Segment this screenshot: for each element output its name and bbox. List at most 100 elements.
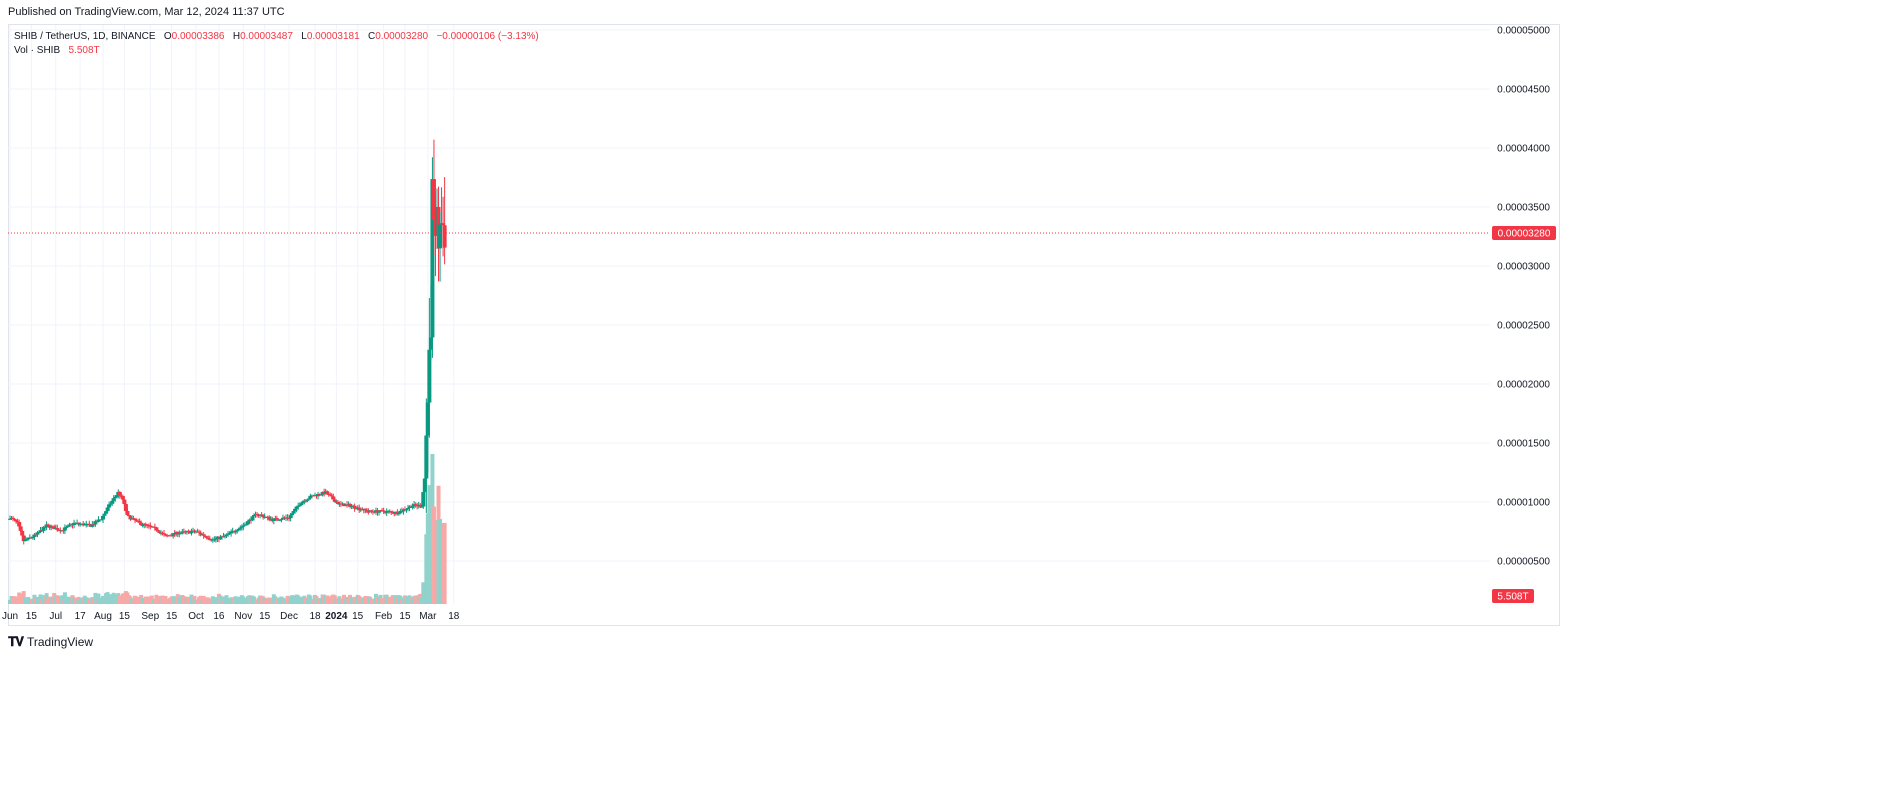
last-price-tag (1492, 225, 1556, 240)
axis-tags: 0.00003280 5.508T (1492, 225, 1556, 603)
candle-body (294, 506, 299, 509)
candle-body (233, 531, 238, 533)
candle-body (46, 524, 51, 526)
candle-body (306, 498, 311, 500)
candle-body (406, 508, 411, 510)
candle-body (419, 506, 424, 508)
candle-body (171, 533, 176, 536)
candle-body (421, 492, 426, 507)
candle-body (410, 505, 415, 508)
candle-body (21, 535, 26, 542)
candle-body (91, 524, 96, 526)
candle-body (101, 515, 106, 520)
x-tick-label: 15 (26, 611, 38, 622)
candle-body (325, 491, 330, 495)
candle-body (425, 402, 430, 436)
last-volume-tag-label: 5.508T (1497, 592, 1528, 603)
candle-body (15, 521, 20, 523)
candle-body (422, 478, 427, 493)
price-axis: 0.00000500 0.00001000 0.00001500 0.00002000… (1497, 26, 1550, 568)
candle-body (99, 519, 104, 521)
candle-body (105, 507, 110, 512)
candle-body (424, 435, 429, 479)
candle-body (428, 337, 433, 350)
volume-value: 5.508T (68, 45, 100, 56)
candle-body (252, 514, 256, 517)
volume-bar (93, 592, 98, 604)
candle-body (32, 534, 37, 538)
high-value: 0.00003487 (240, 31, 293, 42)
candle-body (137, 521, 142, 523)
candle-body (102, 513, 107, 516)
candle-body (329, 495, 334, 497)
candle-body (399, 510, 404, 512)
candle-body (389, 511, 394, 513)
candle-body (244, 524, 249, 526)
volume-bar (38, 594, 43, 604)
candle-body (198, 532, 203, 535)
price-chart[interactable]: 0.00000500 0.00001000 0.00001500 0.00002000… (0, 0, 1568, 654)
candle-body (107, 504, 112, 508)
candle-body (152, 526, 157, 528)
candle-body (317, 493, 322, 495)
candle-body (250, 516, 255, 521)
candle-body (290, 513, 295, 516)
symbol-label: SHIB / TetherUS, 1D, BINANCE (14, 31, 156, 42)
candle-body (213, 538, 218, 540)
candle-body (163, 534, 168, 536)
candle-body (17, 521, 22, 527)
volume-bar (442, 522, 447, 604)
candle-body (235, 530, 240, 532)
candle-body (241, 525, 246, 527)
candle-body (413, 504, 418, 506)
candle-body (291, 511, 296, 514)
x-tick-label: Feb (375, 611, 393, 622)
x-tick-label: 18 (309, 611, 321, 622)
candle-body (125, 510, 130, 515)
x-tick-label: 18 (448, 611, 460, 622)
candle-body (41, 526, 46, 531)
last-volume-tag (1492, 589, 1534, 603)
candle-body (43, 526, 48, 528)
close-label: C (368, 31, 376, 42)
last-price-tag-label: 0.00003280 (1498, 228, 1551, 239)
candle-body (117, 491, 122, 496)
candle-body (162, 533, 167, 535)
candle-body (279, 519, 284, 521)
x-tick-label: Jul (49, 611, 62, 622)
candle-body (331, 496, 336, 500)
open-label: O (163, 31, 172, 42)
tradingview-brand[interactable]: 𝐓𝐕 TradingView (8, 634, 93, 650)
candle-body (392, 513, 397, 515)
volume-bar (357, 595, 362, 604)
candle-body (261, 515, 266, 518)
x-tick-label: 2024 (325, 611, 348, 622)
candle-body (44, 524, 49, 528)
y-tick-label: 0.00005000 (1497, 26, 1550, 37)
candle-body (441, 223, 446, 226)
candle-body (206, 537, 211, 539)
candle-body (352, 505, 357, 509)
x-tick-label: 15 (352, 611, 364, 622)
candle-body (134, 520, 139, 522)
candle-body (104, 511, 109, 514)
x-tick-label: 15 (119, 611, 131, 622)
volume-bar (438, 519, 443, 604)
candle-body (90, 524, 95, 527)
y-tick-label: 0.00003000 (1497, 262, 1550, 273)
candle-body (377, 511, 382, 513)
candle-body (14, 519, 19, 522)
candle-body (348, 504, 353, 507)
candle-body (18, 526, 23, 531)
ohlc-row: SHIB / TetherUS, 1D, BINANCE O0.00003386… (14, 30, 539, 44)
candle-body (61, 530, 66, 532)
candle-body (430, 179, 435, 338)
y-tick-label: 0.00000500 (1497, 557, 1550, 568)
candle-body (122, 499, 127, 505)
x-tick-label: Dec (280, 611, 298, 622)
candle-body (148, 525, 153, 527)
candle-body (197, 531, 202, 533)
volume-bar (219, 596, 224, 604)
volume-bar (198, 595, 203, 604)
candle-body (62, 527, 67, 531)
